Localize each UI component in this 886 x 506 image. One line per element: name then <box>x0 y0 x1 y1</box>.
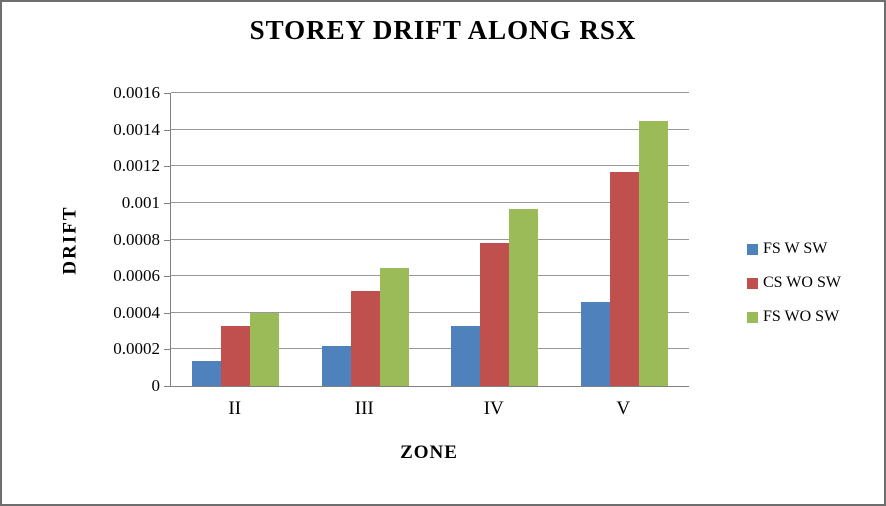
y-tick-label: 0.0014 <box>113 120 160 139</box>
y-tick-label: 0 <box>151 376 161 395</box>
y-tick-label: 0.0016 <box>113 83 160 102</box>
y-axis-tick-mark <box>164 93 170 94</box>
legend-item-FS-WO-SW: FS WO SW <box>747 308 841 326</box>
legend-label: CS WO SW <box>763 274 841 291</box>
gridline <box>171 312 689 313</box>
x-axis-title: ZONE <box>400 442 458 463</box>
gridline <box>171 129 689 130</box>
y-tick-label: 0.0002 <box>113 339 160 358</box>
y-tick-label: 0.0012 <box>113 156 160 175</box>
bar-FS-W-SW-III <box>321 346 351 386</box>
bar-CS-WO-SW-IV <box>480 243 510 386</box>
bar-FS-WO-SW-IV <box>509 209 539 386</box>
gridline <box>171 275 689 276</box>
legend-swatch-FS-WO-SW <box>747 311 758 323</box>
y-axis-tick-mark <box>164 349 170 350</box>
bar-CS-WO-SW-II <box>221 326 251 386</box>
y-tick-label: 0.0008 <box>113 230 160 249</box>
y-axis-tick-mark <box>164 130 170 131</box>
legend: FS W SW CS WO SW FS WO SW <box>747 240 841 342</box>
plot-area <box>170 92 689 387</box>
y-axis-tick-mark <box>164 386 170 387</box>
y-axis-tick-mark <box>164 240 170 241</box>
y-axis-tick-mark <box>164 166 170 167</box>
y-axis-tick-mark <box>164 313 170 314</box>
legend-swatch-FS-W-SW <box>747 243 758 255</box>
bar-CS-WO-SW-V <box>609 172 639 386</box>
y-tick-label: 0.001 <box>121 193 160 212</box>
bar-FS-WO-SW-III <box>379 268 409 386</box>
legend-label: FS W SW <box>763 240 828 257</box>
y-tick-label: 0.0006 <box>113 266 160 285</box>
y-tick-label: 0.0004 <box>113 303 160 322</box>
bar-FS-WO-SW-II <box>250 313 280 386</box>
legend-item-FS-W-SW: FS W SW <box>747 240 841 258</box>
legend-swatch-CS-WO-SW <box>747 277 758 289</box>
chart-title: STOREY DRIFT ALONG RSX <box>249 15 637 45</box>
bar-FS-W-SW-IV <box>451 326 481 386</box>
x-tick-label: IV <box>483 398 504 419</box>
bar-FS-W-SW-V <box>580 302 610 386</box>
legend-label: FS WO SW <box>763 308 840 325</box>
gridline <box>171 92 689 93</box>
gridline <box>171 165 689 166</box>
bar-FS-WO-SW-V <box>638 121 668 386</box>
bar-CS-WO-SW-III <box>350 291 380 386</box>
y-axis-tick-mark <box>164 276 170 277</box>
y-axis-tick-mark <box>164 203 170 204</box>
gridline <box>171 348 689 349</box>
x-tick-label: V <box>616 398 631 419</box>
gridline <box>171 202 689 203</box>
x-tick-label: II <box>228 398 242 419</box>
gridline <box>171 239 689 240</box>
legend-item-CS-WO-SW: CS WO SW <box>747 274 841 292</box>
x-tick-label: III <box>354 398 374 419</box>
bar-FS-W-SW-II <box>192 361 222 386</box>
